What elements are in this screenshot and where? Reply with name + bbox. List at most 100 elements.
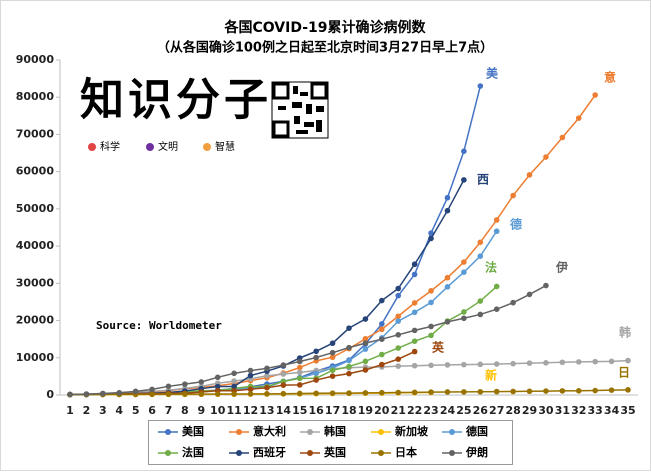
data-point — [116, 389, 123, 396]
data-point — [625, 357, 631, 364]
data-point — [296, 390, 303, 397]
series-label: 韩 — [619, 325, 631, 340]
x-tick-label: 24 — [440, 404, 456, 417]
series-label: 英 — [432, 340, 445, 355]
qr-code — [271, 81, 329, 139]
data-point — [329, 340, 336, 347]
legend-marker — [378, 429, 384, 435]
logo-dot — [88, 143, 96, 151]
x-tick-label: 9 — [197, 404, 205, 417]
x-tick-label: 16 — [309, 404, 325, 417]
legend-marker — [165, 429, 171, 435]
data-point — [411, 389, 418, 396]
x-tick-label: 2 — [83, 404, 91, 417]
data-point — [100, 390, 106, 397]
x-tick-label: 7 — [165, 404, 173, 417]
series-label: 德 — [510, 217, 522, 232]
data-point — [379, 361, 385, 368]
data-point — [379, 326, 385, 333]
logo-tag: 文明 — [158, 140, 178, 153]
data-point — [411, 300, 418, 306]
data-point — [444, 319, 451, 325]
x-tick-label: 22 — [407, 404, 422, 417]
data-point — [428, 299, 434, 306]
data-point — [411, 338, 418, 344]
x-tick-label: 13 — [259, 404, 274, 417]
y-tick-label: 50000 — [16, 202, 55, 215]
data-point — [444, 194, 451, 201]
data-point — [264, 372, 270, 379]
x-tick-label: 6 — [148, 404, 156, 417]
y-tick-label: 60000 — [16, 165, 55, 178]
data-point — [411, 271, 418, 278]
data-point — [493, 217, 500, 223]
x-tick-label: 32 — [571, 404, 586, 417]
legend-box — [148, 420, 513, 465]
data-point — [296, 369, 303, 376]
logo-dot — [203, 143, 211, 151]
data-point — [493, 228, 500, 235]
data-point — [296, 358, 303, 365]
legend-marker — [165, 450, 171, 456]
data-point — [280, 362, 287, 368]
x-tick-label: 29 — [522, 404, 537, 417]
data-point — [329, 390, 336, 396]
data-point — [428, 230, 434, 236]
data-point — [461, 148, 467, 154]
data-point — [477, 311, 484, 318]
x-tick-label: 21 — [391, 404, 406, 417]
data-point — [411, 309, 418, 316]
data-point — [493, 283, 500, 290]
legend-label: 美国 — [182, 424, 204, 438]
data-point — [477, 298, 484, 304]
data-point — [444, 274, 451, 281]
x-tick-label: 20 — [374, 404, 390, 417]
x-tick-label: 3 — [99, 404, 107, 417]
data-point — [428, 362, 434, 369]
data-point — [362, 390, 369, 396]
data-point — [264, 384, 270, 391]
data-point — [428, 332, 434, 339]
x-tick-label: 30 — [538, 404, 554, 417]
x-tick-label: 17 — [325, 404, 340, 417]
data-point — [280, 390, 287, 397]
x-tick-label: 15 — [292, 404, 307, 417]
logo-tag: 科学 — [100, 140, 120, 153]
data-point — [395, 345, 402, 351]
y-tick-label: 70000 — [16, 127, 55, 140]
x-tick-label: 28 — [505, 404, 520, 417]
legend-marker — [236, 429, 242, 435]
data-point — [477, 83, 484, 89]
data-point — [559, 359, 566, 366]
data-point — [132, 388, 139, 395]
series-label: 新 — [485, 368, 497, 383]
data-point — [231, 391, 237, 397]
data-point — [411, 362, 418, 369]
data-point — [543, 282, 549, 289]
data-point — [362, 316, 369, 322]
data-point — [428, 288, 434, 294]
legend-marker — [307, 450, 313, 456]
data-point — [313, 390, 319, 397]
data-point — [346, 344, 352, 351]
x-tick-label: 27 — [489, 404, 504, 417]
x-tick-label: 18 — [341, 404, 356, 417]
x-tick-label: 34 — [604, 404, 620, 417]
data-point — [510, 192, 516, 199]
data-point — [493, 306, 500, 313]
data-point — [428, 389, 434, 395]
data-point — [428, 323, 434, 330]
data-point — [543, 154, 549, 160]
data-point — [379, 389, 385, 396]
data-point — [625, 387, 631, 393]
data-point — [592, 358, 598, 365]
data-point — [575, 359, 582, 365]
logo-dot — [146, 143, 154, 151]
data-point — [362, 335, 369, 342]
data-point — [395, 313, 402, 320]
data-point — [395, 389, 402, 396]
data-point — [559, 134, 566, 141]
data-point — [543, 388, 549, 394]
data-point — [608, 358, 615, 365]
